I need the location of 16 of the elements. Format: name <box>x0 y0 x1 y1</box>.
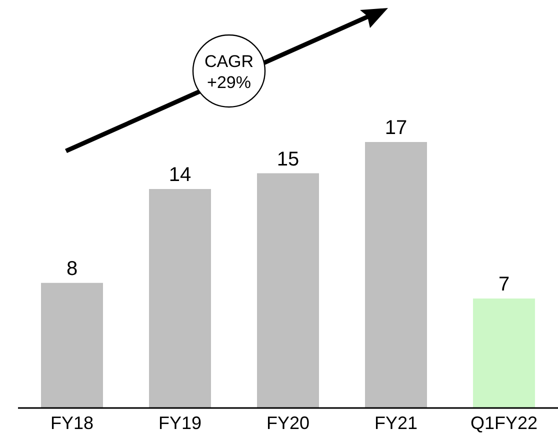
data-label: 7 <box>498 273 510 296</box>
bar <box>365 142 427 408</box>
x-tick-label: FY19 <box>158 412 202 433</box>
x-tick-label: FY18 <box>50 412 94 433</box>
data-label: 15 <box>276 148 300 170</box>
bar <box>149 188 211 408</box>
bar <box>257 173 319 408</box>
data-label: 8 <box>66 258 78 280</box>
data-label: 17 <box>384 117 408 139</box>
bar <box>473 298 535 408</box>
data-label: 14 <box>168 164 192 186</box>
x-tick-label: FY20 <box>266 412 310 433</box>
bar <box>41 282 103 408</box>
x-tick-label: FY21 <box>374 412 418 433</box>
x-tick-label: Q1FY22 <box>470 412 538 433</box>
text: CAGR +29% <box>204 52 254 92</box>
